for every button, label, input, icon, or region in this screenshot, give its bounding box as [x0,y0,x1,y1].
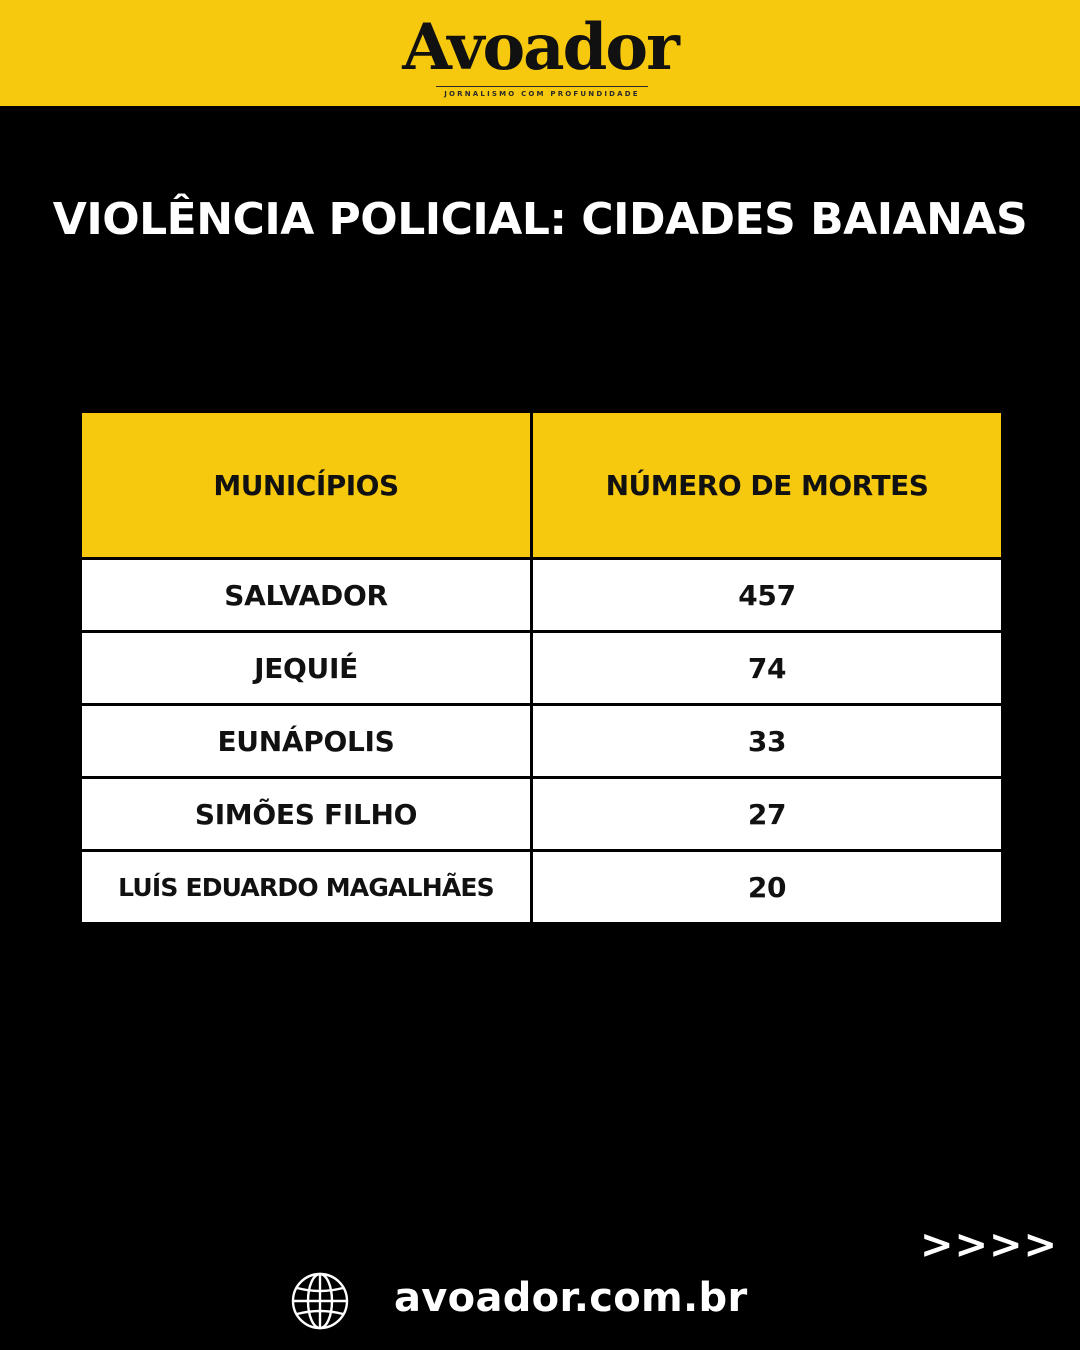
table-row: JEQUIÉ 74 [79,630,1004,706]
deaths-table: MUNICÍPIOS NÚMERO DE MORTES SALVADOR 457… [79,410,1004,925]
logo: Avoador [402,10,680,85]
municipio-cell: SIMÕES FILHO [79,776,533,852]
website-link[interactable]: avoador.com.br [394,1275,748,1321]
globe-icon [291,1272,349,1330]
municipio-cell: JEQUIÉ [79,630,533,706]
table-row: SALVADOR 457 [79,557,1004,633]
mortes-cell: 457 [530,557,1004,633]
tagline-rule [436,86,648,87]
logo-tagline: JORNALISMO COM PROFUNDIDADE [444,90,640,98]
table-row: LUÍS EDUARDO MAGALHÃES 20 [79,849,1004,925]
municipio-cell: EUNÁPOLIS [79,703,533,779]
mortes-cell: 33 [530,703,1004,779]
municipio-cell: SALVADOR [79,557,533,633]
municipio-cell: LUÍS EDUARDO MAGALHÃES [79,849,533,925]
column-header-mortes: NÚMERO DE MORTES [530,410,1004,560]
page-title: VIOLÊNCIA POLICIAL: CIDADES BAIANAS [52,194,1028,245]
table-row: SIMÕES FILHO 27 [79,776,1004,852]
next-slide-indicator[interactable]: >>>> [919,1222,1058,1268]
table-header-row: MUNICÍPIOS NÚMERO DE MORTES [79,410,1004,560]
mortes-cell: 27 [530,776,1004,852]
header-bar: Avoador JORNALISMO COM PROFUNDIDADE [0,0,1080,106]
mortes-cell: 74 [530,630,1004,706]
column-header-municipios: MUNICÍPIOS [79,410,533,560]
mortes-cell: 20 [530,849,1004,925]
table-row: EUNÁPOLIS 33 [79,703,1004,779]
